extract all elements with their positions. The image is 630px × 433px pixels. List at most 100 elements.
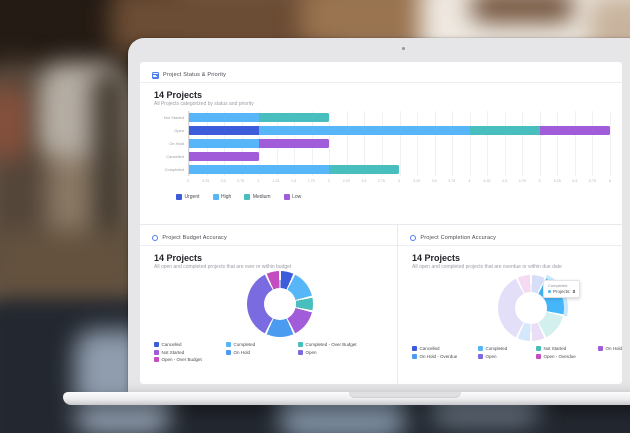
x-axis-tick-label: 4.75 [518, 179, 526, 183]
legend-item[interactable]: Open [478, 353, 530, 359]
legend-item[interactable]: Open - Over Budget [154, 357, 220, 362]
legend-item[interactable]: On Hold - Overdue [412, 353, 472, 359]
x-axis-tick-label: 4.5 [502, 179, 507, 183]
bar-legend: Urgent High Medium Low [176, 194, 610, 200]
legend-swatch [536, 346, 541, 351]
panel-subtitle: All open and completed projects that are… [412, 264, 562, 270]
legend-swatch [536, 353, 541, 359]
panel-header-label: Project Status & Priority [163, 72, 227, 78]
legend-item[interactable]: Completed [478, 346, 530, 351]
bar-segment[interactable] [259, 113, 330, 122]
legend-label: Open - Overdue [543, 353, 576, 359]
legend-swatch [154, 342, 159, 347]
bar-ylabels: Not Started Open On Hold Cancelled Completed [154, 111, 188, 176]
chart-tooltip: Completed Projects: 3 [543, 280, 581, 298]
panel-subtitle: All Projects categorized by status and p… [154, 101, 254, 107]
y-axis-category-label: Open [174, 128, 184, 133]
x-axis-tick-label: 3.25 [413, 179, 421, 183]
legend-label: Low [292, 194, 302, 200]
bar-segment[interactable] [329, 165, 400, 174]
x-axis-tick-label: 5.25 [553, 179, 561, 183]
x-axis-tick-label: 0 [187, 179, 189, 183]
bar-row[interactable] [189, 124, 610, 137]
legend-item[interactable]: On Hold [598, 346, 622, 351]
x-axis-tick-label: 2.5 [361, 179, 367, 183]
panel-completion-accuracy: Project Completion Accuracy 14 Projects … [398, 225, 622, 384]
legend-swatch [244, 194, 251, 200]
panel-status-priority: Project Status & Priority 14 Projects Al… [140, 68, 622, 225]
panel-budget-header[interactable]: Project Budget Accuracy [140, 231, 397, 246]
legend-item[interactable]: Low [283, 194, 302, 200]
bar-segment[interactable] [469, 126, 540, 135]
bar-segment[interactable] [189, 165, 330, 174]
legend-item[interactable]: Completed - Over Budget [298, 342, 357, 347]
bar-row[interactable] [189, 150, 610, 163]
legend-item[interactable]: Not Started [536, 346, 592, 351]
legend-label: Urgent [184, 194, 200, 200]
legend-item[interactable]: High [212, 194, 232, 200]
legend-swatch [412, 346, 417, 351]
donut-chart-icon [410, 234, 417, 242]
panel-status-priority-header[interactable]: Project Status & Priority [140, 68, 622, 83]
x-axis-tick-label: 3 [398, 179, 400, 183]
gridline [381, 111, 383, 176]
laptop-base [63, 392, 630, 405]
legend-item[interactable]: Cancelled [412, 346, 472, 351]
panel-title: 14 Projects [154, 90, 203, 100]
budget-donut-hole [264, 288, 296, 320]
legend-item[interactable]: Not Started [154, 349, 220, 355]
bar-segment[interactable] [189, 126, 260, 135]
legend-label: Completed [233, 342, 256, 347]
gridline [592, 111, 594, 176]
legend-label: Not Started [161, 349, 185, 355]
legend-swatch [226, 349, 231, 355]
bar-row[interactable] [189, 111, 610, 124]
completion-legend: Cancelled Completed Not Started On Hold On H… [412, 346, 622, 359]
legend-item[interactable]: Open - Overdue [536, 353, 592, 359]
panel-budget-accuracy: Project Budget Accuracy 14 Projects All … [140, 225, 398, 384]
gridline [417, 111, 419, 176]
legend-swatch [283, 194, 290, 200]
budget-donut-chart[interactable] [247, 271, 313, 337]
legend-label: On Hold [233, 349, 251, 355]
bar-segment[interactable] [189, 152, 260, 161]
bar-row[interactable] [189, 163, 610, 176]
x-axis-tick-label: 2.75 [377, 179, 385, 183]
panel-completion-header[interactable]: Project Completion Accuracy [398, 231, 622, 246]
x-axis-tick-label: 5.5 [572, 179, 578, 183]
gridline [399, 111, 401, 176]
x-axis-tick-label: 0.25 [202, 179, 210, 183]
y-axis-category-label: Completed [164, 167, 184, 172]
gridline [487, 111, 489, 176]
legend-item[interactable]: Medium [244, 194, 271, 200]
legend-item[interactable]: Cancelled [154, 342, 220, 347]
legend-label: Open [305, 349, 317, 355]
legend-label: Completed - Over Budget [305, 342, 357, 347]
bar-segment[interactable] [539, 126, 610, 135]
completion-donut-hole [515, 292, 547, 324]
y-axis-category-label: Not Started [163, 115, 184, 120]
panel-title: 14 Projects [154, 253, 203, 263]
bar-segment[interactable] [259, 139, 330, 148]
status-priority-bar-chart[interactable]: Not Started Open On Hold Cancelled Completed… [154, 111, 611, 200]
legend-swatch [478, 353, 483, 359]
bar-track-area[interactable] [188, 111, 611, 176]
gridline [452, 111, 454, 176]
legend-label: On Hold [605, 346, 623, 351]
bar-segment[interactable] [259, 126, 470, 135]
legend-item[interactable]: Urgent [176, 194, 200, 200]
panel-title: 14 Projects [412, 253, 461, 263]
legend-item[interactable]: Completed [226, 342, 292, 347]
x-axis-tick-label: 4.25 [483, 179, 491, 183]
x-axis-tick-label: 2.25 [342, 179, 350, 183]
panel-header-label: Project Completion Accuracy [420, 235, 497, 241]
x-axis-tick-label: 6 [609, 179, 611, 183]
bar-segment[interactable] [189, 113, 260, 122]
bar-segment[interactable] [189, 139, 260, 148]
legend-item[interactable]: Open [298, 349, 357, 355]
legend-label: High [221, 194, 232, 200]
bar-row[interactable] [189, 137, 610, 150]
gridline [504, 111, 506, 176]
legend-item[interactable]: On Hold [226, 349, 292, 355]
legend-label: On Hold - Overdue [419, 353, 458, 359]
